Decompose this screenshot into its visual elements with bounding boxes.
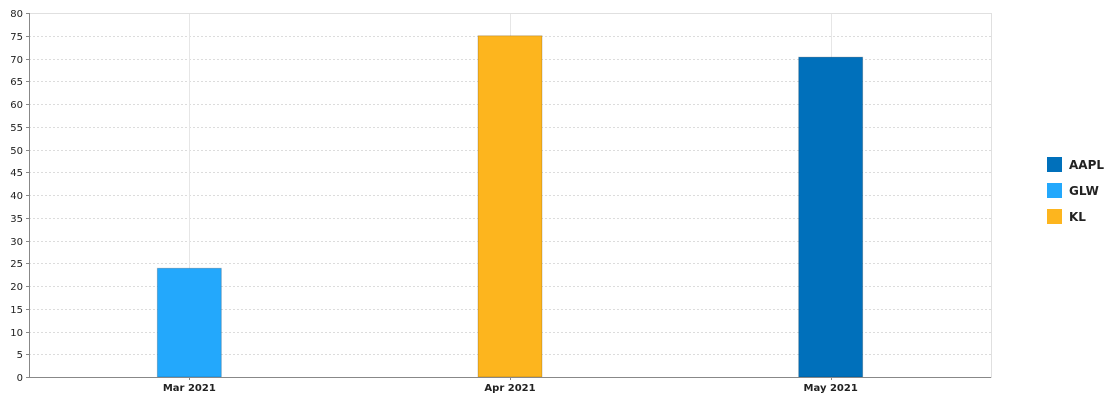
y-tick-label: 0: [17, 373, 23, 384]
legend-item-aapl[interactable]: AAPL: [1047, 157, 1104, 172]
legend-label: KL: [1069, 210, 1086, 224]
x-tick-label: May 2021: [804, 383, 858, 394]
legend-item-glw[interactable]: GLW: [1047, 183, 1099, 198]
legend-label: AAPL: [1069, 158, 1104, 172]
y-tick-label: 30: [10, 237, 23, 248]
bar-aapl-may-2021[interactable]: [798, 56, 864, 378]
y-tick-label: 10: [10, 328, 23, 339]
legend-swatch: [1047, 209, 1062, 224]
legend-swatch: [1047, 157, 1062, 172]
x-tick-label: Apr 2021: [484, 383, 535, 394]
y-tick-label: 35: [10, 214, 23, 225]
x-axis-ticks: Mar 2021 Apr 2021 May 2021: [163, 377, 858, 394]
y-tick-label: 70: [10, 55, 23, 66]
bars: [156, 35, 864, 378]
x-tick-label: Mar 2021: [163, 383, 216, 394]
y-axis-ticks: 0 5 10 15 20 25 30 35 40 45 50 55 60 65 70 75 80: [10, 9, 29, 384]
y-tick-label: 5: [17, 350, 23, 361]
y-tick-label: 55: [10, 123, 23, 134]
legend: AAPL GLW KL: [1047, 157, 1104, 224]
y-tick-label: 80: [10, 9, 23, 20]
y-tick-label: 15: [10, 305, 23, 316]
y-tick-label: 60: [10, 100, 23, 111]
y-tick-label: 75: [10, 32, 23, 43]
legend-label: GLW: [1069, 184, 1099, 198]
legend-item-kl[interactable]: KL: [1047, 209, 1086, 224]
y-tick-label: 45: [10, 168, 23, 179]
y-tick-label: 40: [10, 191, 23, 202]
bar-glw-mar-2021[interactable]: [156, 267, 222, 378]
y-tick-label: 65: [10, 77, 23, 88]
y-tick-label: 25: [10, 259, 23, 270]
y-tick-label: 20: [10, 282, 23, 293]
bar-kl-apr-2021[interactable]: [477, 35, 543, 378]
legend-swatch: [1047, 183, 1062, 198]
y-tick-label: 50: [10, 146, 23, 157]
